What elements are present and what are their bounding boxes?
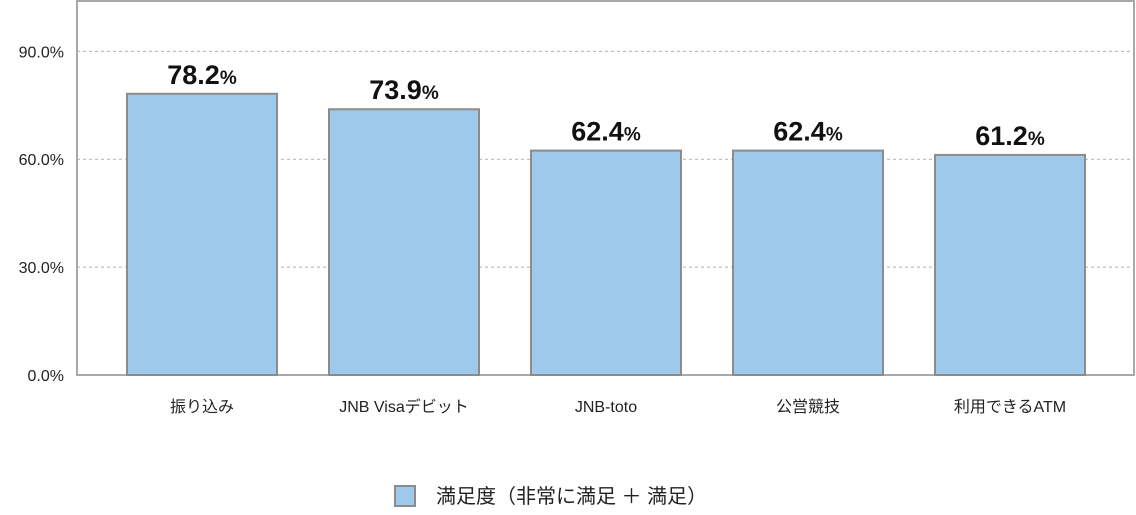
x-tick-label: JNB-toto	[575, 399, 637, 416]
y-tick-label: 30.0%	[19, 260, 64, 277]
bar	[328, 108, 480, 376]
x-tick-label: 利用できるATM	[954, 398, 1066, 416]
y-tick-label: 60.0%	[19, 152, 64, 169]
x-tick-label: JNB Visaデビット	[339, 397, 469, 416]
bar	[934, 153, 1086, 376]
y-tick-label: 0.0%	[28, 368, 64, 385]
x-tick-label: 振り込み	[170, 398, 234, 416]
bar	[126, 92, 278, 377]
legend-swatch	[394, 485, 416, 507]
data-label: 78.2%	[167, 60, 237, 90]
x-tick-label: 公営競技	[776, 398, 840, 416]
data-label: 73.9%	[369, 75, 439, 105]
data-label: 61.2%	[975, 121, 1045, 151]
bar	[732, 149, 884, 376]
data-label: 62.4%	[571, 117, 641, 147]
bar	[530, 149, 682, 376]
legend-label: 満足度（非常に満足 ＋ 満足）	[436, 485, 707, 508]
data-label: 62.4%	[773, 117, 843, 147]
y-tick-label: 90.0%	[19, 44, 64, 61]
